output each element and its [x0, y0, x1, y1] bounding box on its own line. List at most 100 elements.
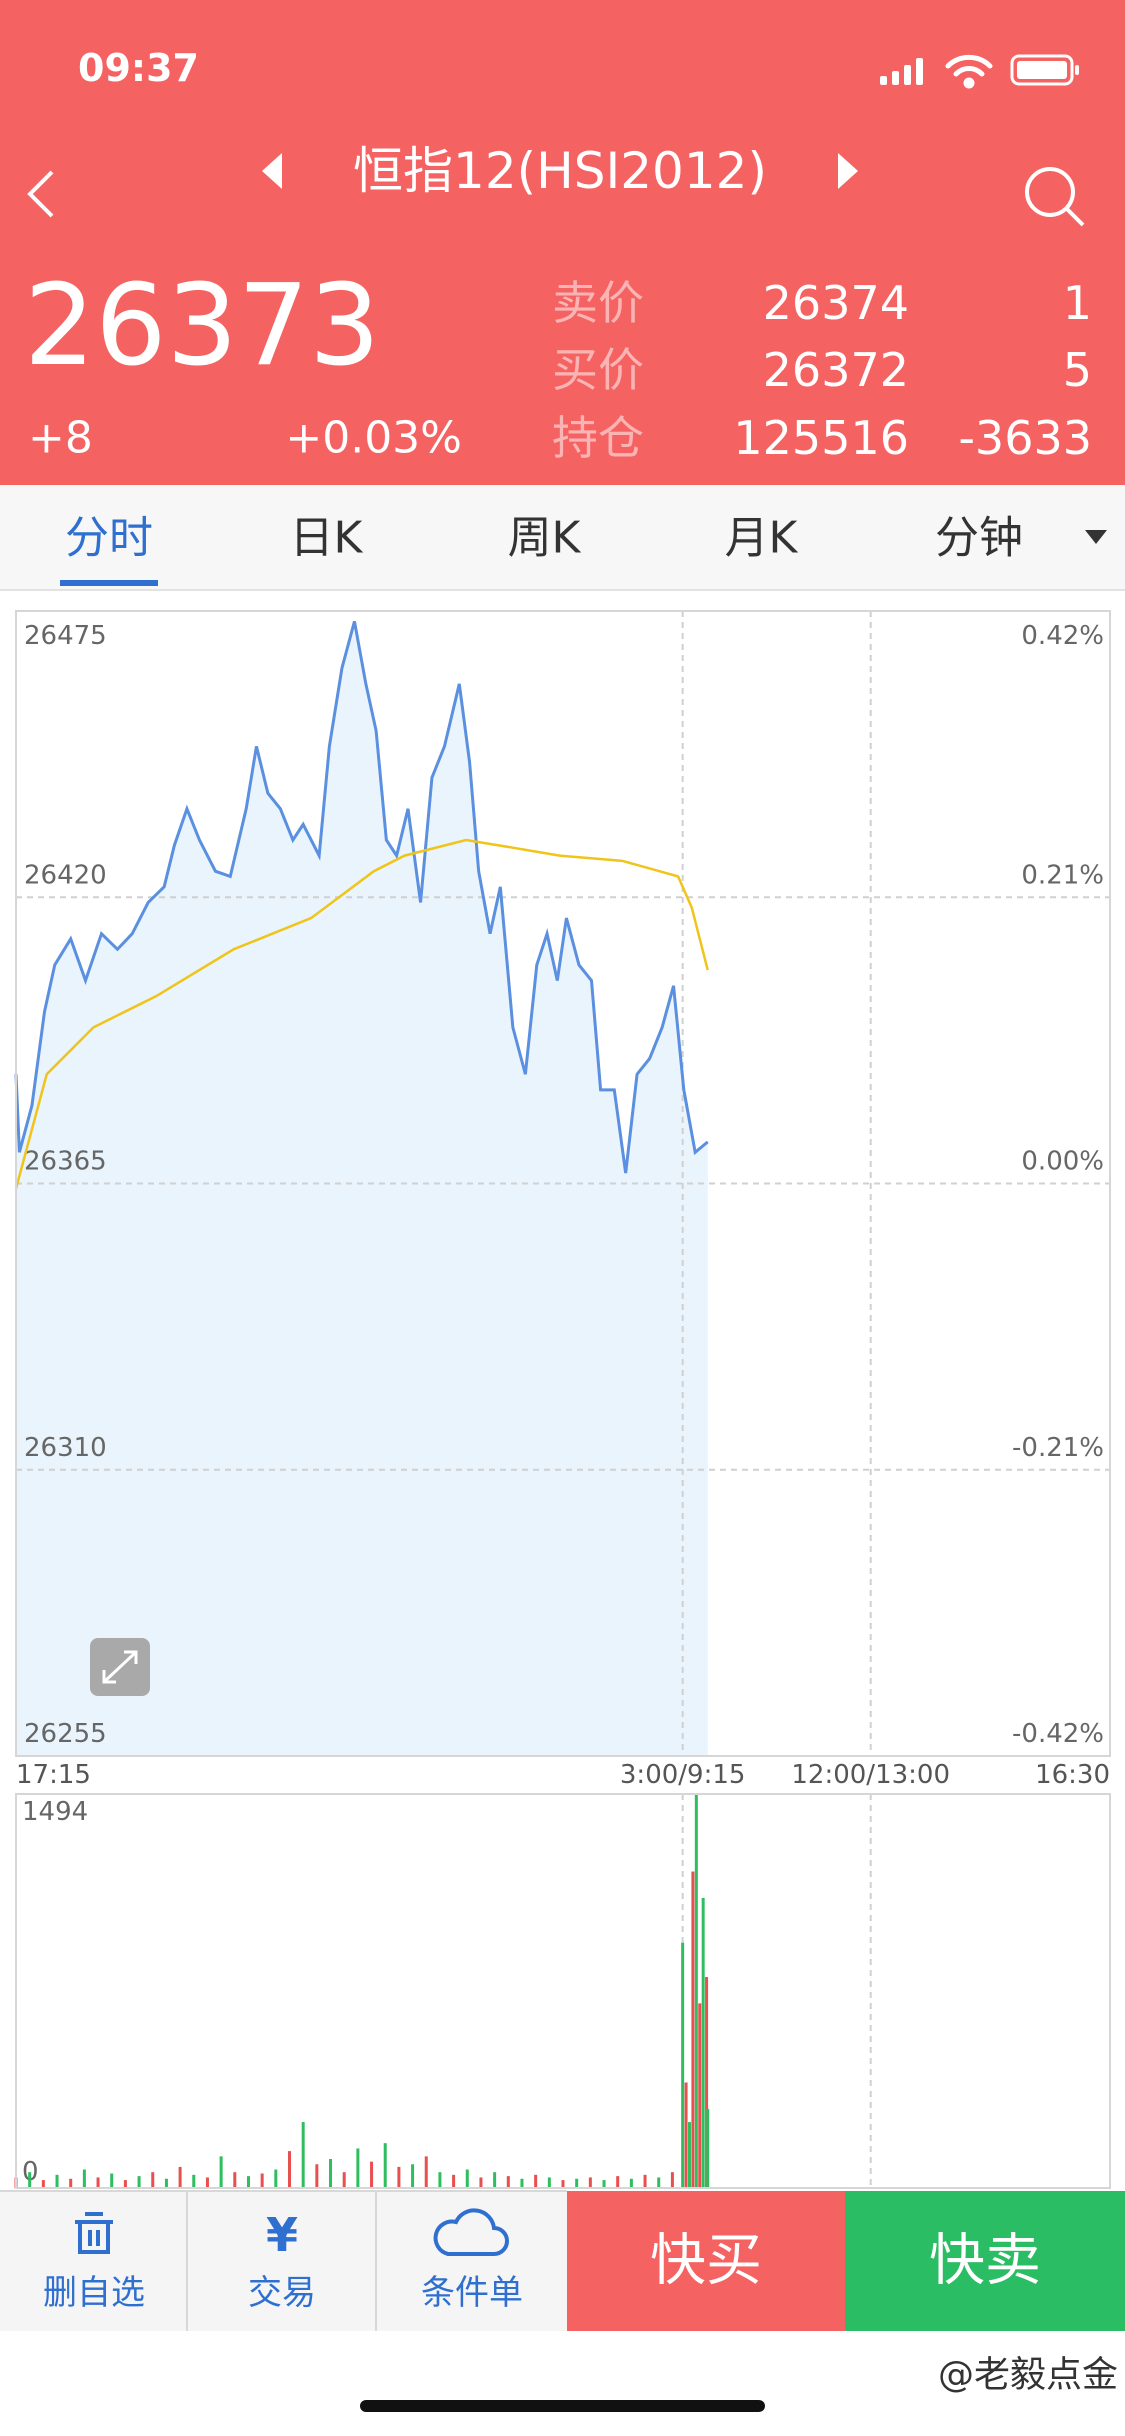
price-line [14, 621, 709, 1174]
price-area [16, 621, 708, 1756]
y-tick-label: 1494 [22, 1797, 88, 1827]
volume-bar [219, 2156, 223, 2188]
y2-tick-label: 0.00% [1021, 1147, 1104, 1177]
tab[interactable]: 月K [725, 513, 799, 564]
y-tick-label: 26365 [24, 1147, 107, 1177]
header-bg [0, 0, 1125, 485]
buy-button[interactable] [567, 2191, 845, 2331]
price-change-percent: +0.03% [285, 413, 462, 464]
volume-bar [684, 2082, 688, 2188]
signal-icon [880, 58, 923, 85]
y-tick-label: 26310 [24, 1433, 107, 1463]
tab[interactable]: 分时 [65, 513, 153, 564]
tab-bar [0, 485, 1125, 590]
watermark: @老毅点金 [938, 2355, 1118, 2396]
volume-bar [424, 2156, 428, 2188]
quote-qty: 1 [1063, 276, 1092, 330]
tab-underline [60, 580, 158, 586]
x-tick-label: 16:30 [1035, 1760, 1110, 1790]
quote-qty: 5 [1063, 343, 1092, 397]
volume-bar [687, 2122, 691, 2188]
cloud-icon[interactable] [433, 2208, 509, 2256]
tab[interactable]: 分钟 [935, 513, 1023, 564]
tab[interactable]: 日K [290, 513, 364, 564]
sell-label[interactable]: 快卖 [929, 2229, 1041, 2294]
quote-price: 26374 [763, 276, 909, 330]
volume-chart-frame [15, 1793, 1111, 2189]
volume-bar [383, 2143, 387, 2188]
volume-bar [547, 2177, 551, 2188]
tab[interactable]: 周K [508, 513, 582, 564]
volume-bar [575, 2178, 579, 2188]
toolbar-label[interactable]: 条件单 [421, 2273, 523, 2313]
header-title: 恒指12(HSI2012) [353, 142, 767, 200]
search-button[interactable] [1025, 167, 1085, 227]
volume-bar [205, 2177, 209, 2188]
volume-bar [137, 2176, 141, 2188]
volume-bar [681, 1942, 685, 2188]
volume-bar [698, 2003, 702, 2188]
volume-bar [493, 2172, 497, 2188]
status-time: 09:37 [78, 46, 199, 90]
trade-icon[interactable]: ¥ [266, 2208, 298, 2262]
y-tick-label: 26475 [24, 621, 107, 651]
price-line [14, 838, 709, 1190]
volume-bar [356, 2148, 360, 2188]
expand-button[interactable] [90, 1638, 150, 1696]
toolbar-label[interactable]: 删自选 [43, 2273, 145, 2313]
delete-icon[interactable] [75, 2212, 113, 2254]
price-change: +8 [28, 413, 93, 464]
next-button[interactable] [838, 153, 858, 189]
volume-bar [506, 2176, 510, 2188]
volume-bar [670, 2172, 674, 2188]
volume-bar [657, 2177, 661, 2188]
volume-bar [479, 2177, 483, 2188]
volume-bar [123, 2180, 127, 2188]
x-tick-label: 3:00/9:15 [620, 1760, 746, 1790]
y2-tick-label: 0.42% [1021, 621, 1104, 651]
tab-dropdown[interactable] [1085, 530, 1107, 544]
volume-bar [705, 1977, 709, 2188]
quote-price: 26372 [763, 343, 909, 397]
volume-bar [520, 2178, 524, 2188]
volume-bar [701, 1897, 705, 2188]
volume-bar [397, 2166, 401, 2188]
volume-bar [315, 2164, 319, 2188]
volume-bar [370, 2161, 374, 2188]
volume-bar [246, 2176, 250, 2188]
x-tick-label: 12:00/13:00 [791, 1760, 950, 1790]
toolbar-label[interactable]: 交易 [248, 2273, 316, 2313]
volume-bar [178, 2166, 182, 2188]
volume-bar [41, 2180, 45, 2188]
buy-label[interactable]: 快买 [650, 2229, 762, 2294]
sell-button[interactable] [845, 2191, 1125, 2331]
quote-price: 125516 [733, 411, 909, 465]
volume-bar [274, 2169, 278, 2188]
volume-bar [694, 1794, 698, 2188]
volume-bar [561, 2180, 565, 2188]
quote-label: 买价 [552, 343, 644, 397]
prev-button[interactable] [262, 153, 282, 189]
toolbar-dividers [0, 2190, 567, 2331]
volume-bar [602, 2180, 606, 2188]
volume-bar [301, 2122, 305, 2188]
volume-bar [588, 2177, 592, 2188]
volume-bar [82, 2169, 86, 2188]
volume-bar [55, 2174, 59, 2188]
volume-bar [260, 2173, 264, 2188]
volume-bar [288, 2151, 291, 2188]
volume-bar [151, 2172, 155, 2188]
volume-bar [465, 2169, 469, 2188]
y-tick-label: 26420 [24, 860, 107, 890]
y2-tick-label: 0.21% [1021, 860, 1104, 890]
volume-bar [342, 2172, 346, 2188]
volume-bar [643, 2174, 647, 2188]
quote-qty: -3633 [958, 411, 1092, 465]
volume-bar [28, 2172, 32, 2188]
price-chart-frame [15, 610, 1111, 1757]
back-button[interactable] [27, 170, 54, 218]
volume-bar [329, 2158, 333, 2188]
volume-bar [96, 2177, 100, 2188]
